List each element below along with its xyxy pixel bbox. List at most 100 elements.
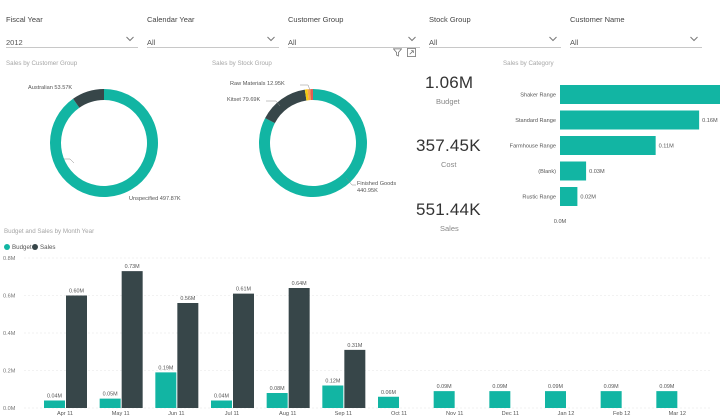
budget-bar[interactable] xyxy=(489,391,511,408)
slicer-fiscal-year: Fiscal Year 2012 xyxy=(6,14,138,48)
budget-bar[interactable] xyxy=(600,391,622,408)
x-tick-label: Apr 11 xyxy=(57,411,73,417)
chevron-down-icon xyxy=(126,36,134,42)
fiscal-year-dropdown[interactable]: 2012 xyxy=(6,32,138,48)
budget-data-label: 0.08M xyxy=(270,386,285,392)
cost-kpi-label: Cost xyxy=(441,160,457,169)
sales-bar[interactable] xyxy=(344,349,366,408)
slicer-label: Customer Group xyxy=(288,15,344,24)
monthly-chart-title: Budget and Sales by Month Year xyxy=(4,228,95,235)
budget-bar[interactable] xyxy=(155,372,177,408)
category-bar[interactable] xyxy=(560,136,656,155)
slicer-label: Fiscal Year xyxy=(6,15,43,24)
stock-group-donut-chart[interactable] xyxy=(200,70,410,210)
y-tick-label: 0.4M xyxy=(3,331,16,337)
calendar-year-dropdown[interactable]: All xyxy=(147,32,279,48)
x-tick-label: Oct 11 xyxy=(391,411,407,417)
label-leader-line xyxy=(64,158,75,164)
x-tick-label: 0.0M xyxy=(554,219,567,225)
donut-slice-australian xyxy=(73,89,104,108)
slicer-stock-group: Stock Group All xyxy=(429,14,561,48)
focus-mode-icon[interactable] xyxy=(407,48,416,57)
sales-bar[interactable] xyxy=(121,271,143,408)
category-label: Shaker Range xyxy=(520,93,556,99)
x-tick-label: Dec 11 xyxy=(502,411,519,417)
budget-bar[interactable] xyxy=(433,391,455,408)
budget-bar[interactable] xyxy=(656,391,678,408)
x-tick-label: Feb 12 xyxy=(613,411,630,417)
sales-bar[interactable] xyxy=(288,288,310,408)
slicer-value: All xyxy=(288,38,297,47)
customer-group-chart-title: Sales by Customer Group xyxy=(6,60,78,67)
budget-bar[interactable] xyxy=(322,385,344,409)
customer-name-dropdown[interactable]: All xyxy=(570,32,702,48)
legend-sales-marker xyxy=(32,244,38,250)
x-tick-label: Mar 12 xyxy=(669,411,686,417)
customer-group-dropdown[interactable]: All xyxy=(288,32,420,48)
slicer-value: All xyxy=(147,38,156,47)
budget-data-label: 0.19M xyxy=(158,365,173,371)
budget-bar[interactable] xyxy=(211,400,232,409)
donut-slice-other-red xyxy=(310,89,313,101)
sales-kpi-value: 551.44K xyxy=(416,200,481,219)
kitset-data-label: Kitset 79.69K xyxy=(227,97,261,103)
sales-bar[interactable] xyxy=(66,295,87,409)
x-tick-label: May 11 xyxy=(112,411,130,417)
chevron-down-icon xyxy=(267,36,275,42)
slicer-label: Customer Name xyxy=(570,15,625,24)
budget-data-label: 0.06M xyxy=(381,390,396,396)
sales-data-label: 0.61M xyxy=(236,287,251,293)
slicer-calendar-year: Calendar Year All xyxy=(147,14,279,48)
chevron-down-icon xyxy=(408,36,416,42)
budget-kpi-value: 1.06M xyxy=(425,73,474,92)
chevron-down-icon xyxy=(690,36,698,42)
budget-bar[interactable] xyxy=(99,398,121,408)
label-leader-line xyxy=(345,177,356,186)
x-tick-label: Nov 11 xyxy=(446,411,463,417)
category-bar[interactable] xyxy=(560,85,720,104)
slicer-label: Stock Group xyxy=(429,15,471,24)
unspecified-data-label: Unspecified 497.87K xyxy=(129,196,181,202)
category-label: Standard Range xyxy=(515,118,556,124)
budget-data-label: 0.09M xyxy=(659,384,674,390)
budget-bar[interactable] xyxy=(266,393,288,408)
slicer-value: All xyxy=(429,38,438,47)
budget-data-label: 0.04M xyxy=(47,394,62,400)
x-tick-label: Aug 11 xyxy=(279,411,296,417)
sales-bar[interactable] xyxy=(233,293,254,408)
label-leader-line xyxy=(300,84,311,91)
budget-data-label: 0.09M xyxy=(604,384,619,390)
budget-bar[interactable] xyxy=(378,396,399,408)
sales-bar[interactable] xyxy=(177,303,199,408)
budget-data-label: 0.09M xyxy=(437,384,452,390)
budget-data-label: 0.09M xyxy=(492,384,507,390)
slicer-value: All xyxy=(570,38,579,47)
budget-bar[interactable] xyxy=(44,400,65,409)
raw-materials-data-label: Raw Materials 12.95K xyxy=(230,81,285,87)
cost-kpi-value: 357.45K xyxy=(416,136,481,155)
donut-slice-other-orange xyxy=(307,89,311,101)
sales-data-label: 0.31M xyxy=(347,343,362,349)
sales-kpi-label: Sales xyxy=(440,224,459,233)
budget-bar[interactable] xyxy=(545,391,566,408)
slicer-customer-group: Customer Group All xyxy=(288,14,420,48)
legend-budget-label: Budget xyxy=(12,244,32,251)
legend-sales-label: Sales xyxy=(40,244,55,251)
category-bar[interactable] xyxy=(560,110,700,130)
sales-data-label: 0.64M xyxy=(292,281,307,287)
category-chart-title: Sales by Category xyxy=(503,60,554,67)
sales-data-label: 0.56M xyxy=(180,296,195,302)
category-bar[interactable] xyxy=(560,187,578,206)
budget-data-label: 0.05M xyxy=(103,392,118,398)
y-tick-label: 0.8M xyxy=(3,256,16,262)
customer-group-donut-chart[interactable] xyxy=(0,70,200,210)
slicer-label: Calendar Year xyxy=(147,15,195,24)
filter-icon[interactable] xyxy=(393,48,402,57)
budget-data-label: 0.12M xyxy=(325,379,340,385)
category-bar[interactable] xyxy=(560,161,587,181)
monthly-column-chart[interactable]: Budget Sales 0.8M 0.6M 0.4M 0.2M 0.0M 0.04M 0.60… xyxy=(0,238,727,420)
chevron-down-icon xyxy=(549,36,557,42)
stock-group-dropdown[interactable]: All xyxy=(429,32,561,48)
category-data-label: 0.03M xyxy=(589,169,605,175)
